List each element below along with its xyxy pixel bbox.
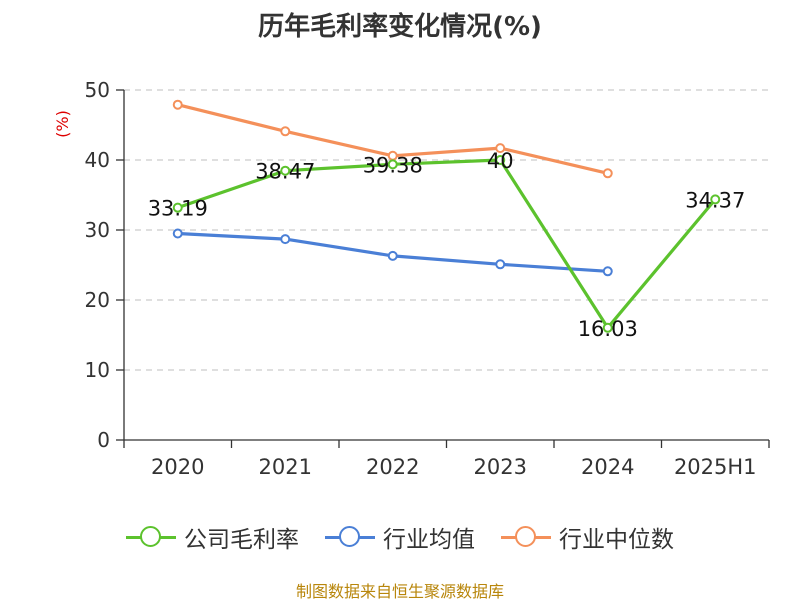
data-label: 33.19 [148,197,208,221]
y-tick-label: 50 [85,78,110,102]
data-label: 40 [487,149,514,173]
chart-title: 历年毛利率变化情况(%) [258,12,542,42]
data-point [280,126,291,137]
data-labels: 33.19 38.47 39.38 40 16.03 34.37 [148,149,746,341]
legend: 公司毛利率 行业均值 行业中位数 [0,520,800,554]
data-point [602,168,613,179]
x-tick-label: 2021 [259,455,312,479]
data-label: 16.03 [578,317,638,341]
y-tick-label: 20 [85,288,110,312]
y-tick-label: 40 [85,148,110,172]
x-tick-label: 2023 [474,455,527,479]
legend-marker [339,526,360,547]
data-point [495,259,506,270]
legend-marker [515,526,536,547]
x-tick-label: 2025H1 [674,455,757,479]
legend-item[interactable]: 行业中位数 [501,520,674,554]
series-lines [172,99,721,333]
legend-marker [140,526,161,547]
legend-label: 公司毛利率 [184,527,299,553]
data-point [387,250,398,261]
y-tick-label: 30 [85,218,110,242]
data-point [387,159,398,170]
grid-lines [124,89,769,371]
legend-label: 行业均值 [383,527,475,553]
data-point [602,322,613,333]
data-point [172,99,183,110]
legend-label: 行业中位数 [559,527,674,553]
y-tick-label: 10 [85,358,110,382]
data-point [172,228,183,239]
legend-item[interactable]: 行业均值 [325,520,475,554]
data-point [280,165,291,176]
x-tick-label: 2024 [581,455,634,479]
x-tick-label: 2020 [151,455,204,479]
data-label: 34.37 [685,188,745,212]
data-label: 38.47 [255,160,315,184]
data-point [495,155,506,165]
x-tick-label: 2022 [366,455,419,479]
data-point [495,143,506,154]
data-point [280,234,291,245]
footer-source: 制图数据来自恒生聚源数据库 [295,582,504,601]
data-point [710,194,721,205]
legend-swatch-icon [126,525,176,549]
series-line [177,158,717,330]
legend-item[interactable]: 公司毛利率 [126,520,299,554]
data-point [602,266,613,277]
y-tick-label: 0 [97,428,110,452]
legend-swatch-icon [501,525,551,549]
legend-swatch-icon [325,525,375,549]
y-axis-unit: (%) [53,110,72,138]
data-label: 39.38 [363,153,423,177]
data-point [172,202,183,213]
axes: 0 10 20 30 40 50 2020 2021 2022 2023 2024 2025H1 [85,78,770,479]
